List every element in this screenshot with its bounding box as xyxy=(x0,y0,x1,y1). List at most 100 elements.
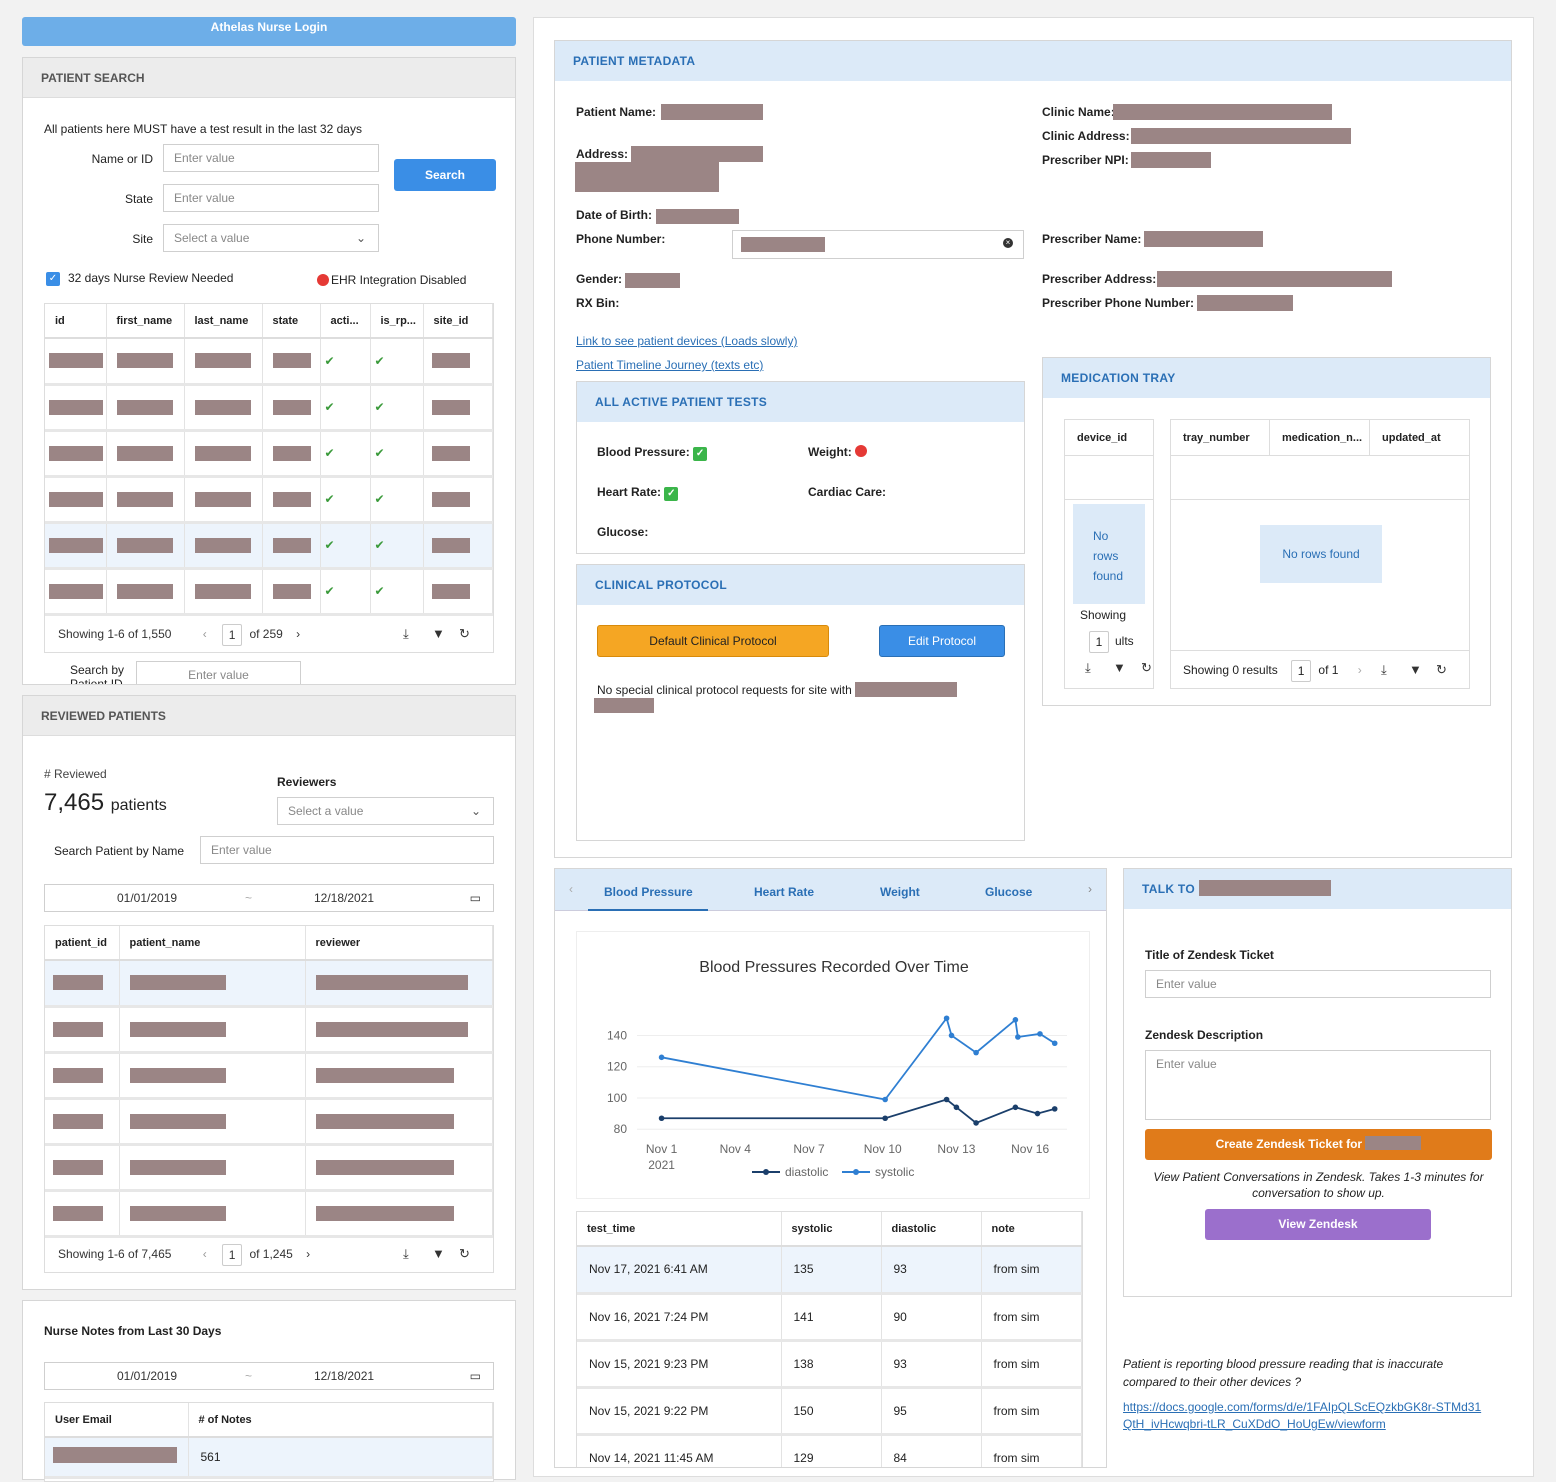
page-input[interactable]: 1 xyxy=(222,1243,243,1266)
calendar-icon[interactable]: ▭ xyxy=(469,891,481,905)
reviewed-date-range[interactable]: 01/01/2019 ~ 12/18/2021 ▭ xyxy=(44,884,494,912)
create-ticket-button[interactable]: Create Zendesk Ticket for xyxy=(1145,1129,1492,1160)
table-row[interactable]: ✔ ✔ xyxy=(45,338,493,386)
col-systolic[interactable]: systolic xyxy=(781,1212,882,1247)
cell-state xyxy=(262,568,321,616)
table-row[interactable] xyxy=(45,1098,493,1146)
review-needed-checkbox[interactable]: ✓ xyxy=(46,272,60,286)
edit-protocol-button[interactable]: Edit Protocol xyxy=(879,625,1005,657)
page-input[interactable]: 1 xyxy=(1089,631,1109,653)
table-row[interactable] xyxy=(45,1052,493,1100)
col-note-count[interactable]: # of Notes xyxy=(188,1403,493,1438)
pager-showing: Showing 0 results xyxy=(1183,663,1278,677)
table-row[interactable]: ✔ ✔ xyxy=(45,522,493,570)
col-is-rpm[interactable]: is_rp... xyxy=(370,304,424,339)
download-icon[interactable]: ⤓ xyxy=(403,626,409,641)
col-updated-at[interactable]: updated_at xyxy=(1382,432,1441,444)
tab-scroll-right-icon[interactable]: › xyxy=(1088,882,1092,896)
page-input[interactable]: 1 xyxy=(1291,659,1312,682)
phone-input[interactable]: × xyxy=(732,230,1024,259)
ticket-desc-input[interactable]: Enter value xyxy=(1145,1050,1491,1120)
cell-site-id xyxy=(423,568,493,616)
ticket-title-input[interactable]: Enter value xyxy=(1145,970,1491,998)
col-last-name[interactable]: last_name xyxy=(184,304,263,339)
filter-icon[interactable]: ▼ xyxy=(432,1246,445,1261)
col-test-time[interactable]: test_time xyxy=(577,1212,782,1247)
next-page-icon[interactable]: › xyxy=(306,1247,311,1261)
download-icon[interactable]: ⤓ xyxy=(403,1246,409,1261)
col-first-name[interactable]: first_name xyxy=(106,304,185,339)
col-site-id[interactable]: site_id xyxy=(423,304,493,339)
name-or-id-input[interactable]: Enter value xyxy=(163,144,379,172)
state-input[interactable]: Enter value xyxy=(163,184,379,212)
tab-heart-rate[interactable]: Heart Rate xyxy=(754,885,815,899)
col-patient-name[interactable]: patient_name xyxy=(119,926,306,961)
download-icon[interactable]: ⤓ xyxy=(1381,662,1387,677)
col-state[interactable]: state xyxy=(262,304,321,339)
table-row[interactable] xyxy=(45,1006,493,1054)
tab-glucose[interactable]: Glucose xyxy=(985,885,1033,899)
col-user-email[interactable]: User Email xyxy=(45,1403,189,1438)
clear-icon[interactable]: × xyxy=(1003,238,1013,248)
view-zendesk-button[interactable]: View Zendesk xyxy=(1205,1209,1431,1240)
table-row[interactable]: ✔ ✔ xyxy=(45,476,493,524)
patient-timeline-link[interactable]: Patient Timeline Journey (texts etc) xyxy=(576,358,764,372)
bp-chart-card: Blood Pressures Recorded Over Time 80 100 1… xyxy=(576,931,1090,1199)
refresh-icon[interactable]: ↻ xyxy=(1141,660,1152,675)
filter-icon[interactable]: ▼ xyxy=(1113,660,1126,675)
prev-page-icon[interactable]: ‹ xyxy=(202,627,207,641)
search-button[interactable]: Search xyxy=(394,159,496,191)
refresh-icon[interactable]: ↻ xyxy=(459,626,470,641)
page-input[interactable]: 1 xyxy=(222,623,243,646)
zendesk-header-text: TALK TO xyxy=(1142,882,1195,896)
tab-scroll-left-icon[interactable]: ‹ xyxy=(569,882,573,896)
point-systolic xyxy=(1037,1031,1043,1037)
download-icon[interactable]: ⤓ xyxy=(1085,660,1091,675)
col-diastolic[interactable]: diastolic xyxy=(881,1212,982,1247)
tray-device-table: device_id No rows found Showing 1 ults ⤓… xyxy=(1064,419,1154,689)
notes-date-range[interactable]: 01/01/2019 ~ 12/18/2021 ▭ xyxy=(44,1362,494,1390)
next-page-icon[interactable]: › xyxy=(1357,663,1362,677)
table-row[interactable]: 561 xyxy=(45,1437,493,1479)
col-reviewer[interactable]: reviewer xyxy=(305,926,493,961)
cell-site-id xyxy=(423,476,493,524)
prescriber-npi-value xyxy=(1131,152,1211,168)
filter-icon[interactable]: ▼ xyxy=(1409,662,1422,677)
table-row[interactable] xyxy=(45,1144,493,1192)
site-select[interactable]: Select a value ⌄ xyxy=(163,224,379,252)
table-row[interactable]: Nov 17, 2021 6:41 AM 135 93 from sim xyxy=(577,1246,1082,1295)
col-tray-number[interactable]: tray_number xyxy=(1171,420,1270,455)
col-patient-id[interactable]: patient_id xyxy=(45,926,120,961)
table-row[interactable]: Nov 15, 2021 9:23 PM 138 93 from sim xyxy=(577,1340,1082,1389)
table-row[interactable] xyxy=(45,1190,493,1238)
table-row[interactable]: ✔ ✔ xyxy=(45,430,493,478)
col-note[interactable]: note xyxy=(981,1212,1082,1247)
nurse-login-button[interactable]: Athelas Nurse Login xyxy=(22,17,516,46)
tab-blood-pressure[interactable]: Blood Pressure xyxy=(604,885,693,899)
table-row[interactable]: Nov 14, 2021 11:45 AM 129 84 from sim xyxy=(577,1434,1082,1467)
reviewers-select[interactable]: Select a value ⌄ xyxy=(277,797,494,825)
col-id[interactable]: id xyxy=(45,304,107,339)
col-device-id[interactable]: device_id xyxy=(1065,420,1153,456)
filter-icon[interactable]: ▼ xyxy=(432,626,445,641)
refresh-icon[interactable]: ↻ xyxy=(459,1246,470,1261)
calendar-icon[interactable]: ▭ xyxy=(469,1369,481,1383)
refresh-icon[interactable]: ↻ xyxy=(1436,662,1447,677)
cell-state xyxy=(262,430,321,478)
default-protocol-button[interactable]: Default Clinical Protocol xyxy=(597,625,829,657)
table-row[interactable]: ✔ ✔ xyxy=(45,568,493,616)
table-row[interactable] xyxy=(45,960,493,1008)
search-by-id-input[interactable]: Enter value xyxy=(136,661,301,684)
table-row[interactable]: ✔ ✔ xyxy=(45,384,493,432)
patient-devices-link[interactable]: Link to see patient devices (Loads slowl… xyxy=(576,334,798,348)
col-active[interactable]: acti... xyxy=(320,304,371,339)
next-page-icon[interactable]: › xyxy=(296,627,301,641)
table-row[interactable]: Nov 16, 2021 7:24 PM 141 90 from sim xyxy=(577,1293,1082,1342)
report-form-link[interactable]: https://docs.google.com/forms/d/e/1FAIpQ… xyxy=(1123,1400,1482,1431)
col-medication-name[interactable]: medication_n... xyxy=(1270,420,1370,455)
prev-page-icon[interactable]: ‹ xyxy=(202,1247,207,1261)
table-row[interactable]: Nov 15, 2021 9:22 PM 150 95 from sim xyxy=(577,1387,1082,1436)
search-by-name-input[interactable]: Enter value xyxy=(200,836,494,864)
pager-of: of 1 xyxy=(1318,663,1339,677)
tab-weight[interactable]: Weight xyxy=(880,885,920,899)
